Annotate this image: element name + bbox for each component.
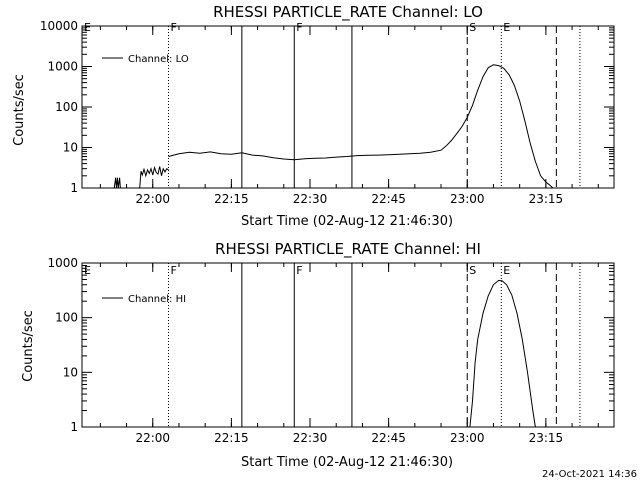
series-lines	[113, 64, 554, 189]
y-tick-label: 1	[70, 181, 78, 195]
plot-frame	[81, 25, 615, 189]
chart-title: RHESSI PARTICLE_RATE Channel: HI	[215, 240, 481, 259]
event-marker-label: F	[170, 264, 176, 277]
x-tick-label: 23:15	[529, 431, 564, 445]
event-marker-label: E	[503, 264, 510, 277]
y-tick-label: 100	[55, 100, 78, 114]
y-tick-label: 1	[70, 420, 78, 434]
y-tick-label: 10	[63, 141, 78, 155]
event-marker-label: E	[84, 21, 91, 34]
x-tick-label: 23:00	[450, 192, 485, 206]
x-tick-label: 23:00	[450, 431, 485, 445]
y-axis-label: Counts/sec	[12, 74, 27, 146]
x-axis-label: Start Time (02-Aug-12 21:46:30)	[241, 214, 453, 229]
plot-frame	[81, 262, 615, 428]
event-marker-label: E	[84, 264, 91, 277]
series-line	[139, 165, 169, 189]
chart-title: RHESSI PARTICLE_RATE Channel: LO	[213, 3, 483, 22]
x-tick-label: 22:00	[135, 192, 170, 206]
event-marker-label: E	[503, 21, 510, 34]
x-tick-label: 23:15	[529, 192, 564, 206]
x-tick-label: 22:00	[135, 431, 170, 445]
chart-panel-hi: RHESSI PARTICLE_RATE Channel: HI Counts/…	[21, 240, 615, 470]
x-axis-label: Start Time (02-Aug-12 21:46:30)	[241, 455, 453, 470]
generation-timestamp: 24-Oct-2021 14:36	[542, 469, 637, 480]
event-marker-label: S	[469, 21, 476, 34]
x-tick-label: 22:15	[214, 192, 249, 206]
series-line	[469, 279, 536, 428]
y-axis-label: Counts/sec	[21, 310, 36, 382]
event-marker-label: F	[296, 21, 302, 34]
x-tick-label: 22:15	[214, 431, 249, 445]
y-tick-label: 10000	[40, 19, 78, 33]
legend-label: Channel: LO	[128, 54, 189, 65]
x-tick-label: 22:45	[371, 431, 406, 445]
series-lines	[469, 279, 536, 428]
y-tick-label: 10	[63, 365, 78, 379]
y-tick-label: 100	[55, 311, 78, 325]
axis-ticks: 1 10 100 1000 22:00 22:15 22:30 22:45 23:00 23:15	[47, 256, 614, 445]
chart-panel-lo: RHESSI PARTICLE_RATE Channel: LO Counts/…	[12, 3, 615, 229]
series-line	[113, 177, 122, 189]
x-tick-label: 22:45	[371, 192, 406, 206]
x-tick-label: 22:30	[293, 192, 328, 206]
series-line	[168, 64, 554, 189]
event-marker-label: S	[469, 264, 476, 277]
event-marker-label: F	[296, 264, 302, 277]
x-tick-label: 22:30	[293, 431, 328, 445]
y-tick-label: 1000	[47, 256, 78, 270]
event-marker-label: F	[170, 21, 176, 34]
axis-ticks: 1 10 100 1000 10000 22:00 22:15 22:30 22:45 23:00…	[40, 19, 614, 206]
legend-label: Channel: HI	[128, 294, 186, 305]
y-tick-label: 1000	[47, 60, 78, 74]
